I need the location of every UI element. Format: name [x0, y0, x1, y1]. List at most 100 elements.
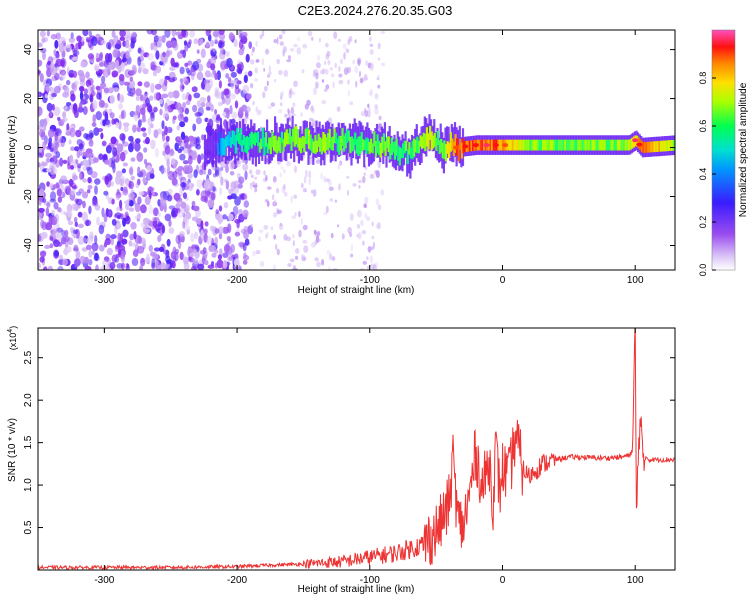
signal-halo-cell: [213, 130, 216, 158]
noise-cell: [321, 99, 327, 105]
noise-cell: [46, 168, 52, 173]
signal-core-cell: [268, 137, 271, 150]
noise-cell: [47, 265, 53, 270]
noise-cell: [79, 126, 85, 132]
noise-cell: [370, 246, 374, 251]
signal-core-cell: [384, 141, 387, 157]
signal-core-cell: [406, 149, 409, 164]
noise-cell: [158, 246, 164, 252]
noise-cell: [39, 250, 47, 258]
signal-core-cell: [363, 140, 366, 150]
signal-halo-cell: [447, 126, 450, 153]
noise-cell: [268, 71, 272, 75]
signal-core-cell: [616, 139, 620, 151]
noise-cell: [136, 152, 144, 162]
colorbar-tick-label: 0.6: [698, 120, 708, 133]
noise-cell: [98, 99, 105, 108]
y-tick-label: 0.5: [23, 520, 34, 534]
noise-cell: [309, 105, 315, 112]
noise-cell: [273, 234, 277, 240]
noise-cell: [46, 115, 50, 123]
noise-cell: [150, 251, 156, 257]
noise-cell: [366, 265, 371, 270]
noise-cell: [265, 231, 269, 237]
noise-cell: [195, 209, 201, 218]
noise-cell: [147, 117, 153, 127]
noise-cell: [239, 194, 246, 201]
noise-cell: [143, 94, 148, 100]
noise-cell: [38, 212, 42, 219]
noise-cell: [120, 186, 124, 192]
signal-core-cell: [341, 127, 344, 146]
signal-halo-cell: [237, 132, 240, 161]
signal-core-cell: [620, 139, 623, 151]
noise-cell: [139, 169, 147, 178]
signal-halo-cell: [215, 129, 218, 168]
noise-cell: [65, 243, 69, 248]
noise-cell: [181, 30, 187, 38]
noise-cell: [77, 163, 82, 169]
signal-core-cell: [255, 132, 258, 143]
noise-cell: [199, 169, 204, 176]
noise-cell: [168, 128, 173, 133]
noise-cell: [121, 238, 128, 245]
noise-cell: [48, 215, 53, 226]
noise-cell: [109, 112, 115, 119]
signal-core-cell: [331, 136, 334, 151]
noise-cell: [243, 74, 248, 84]
noise-cell: [337, 38, 342, 42]
signal-core-cell: [387, 136, 390, 152]
noise-cell: [137, 56, 142, 67]
noise-cell: [79, 150, 83, 157]
noise-cell: [150, 112, 155, 122]
noise-cell: [94, 185, 98, 195]
noise-cell: [369, 43, 374, 47]
noise-cell: [179, 153, 186, 161]
noise-cell: [46, 30, 51, 37]
noise-cell: [230, 80, 235, 89]
noise-cell: [185, 100, 191, 106]
noise-cell: [234, 196, 241, 206]
noise-cell: [138, 191, 145, 196]
noise-cell: [355, 233, 360, 238]
noise-cell: [121, 262, 125, 270]
noise-cell: [217, 101, 223, 107]
noise-cell: [172, 115, 177, 121]
noise-cell: [75, 159, 79, 165]
noise-cell: [128, 180, 134, 190]
noise-cell: [139, 265, 144, 270]
noise-cell: [121, 168, 126, 174]
noise-cell: [170, 40, 178, 48]
signal-peak: [462, 144, 469, 149]
noise-cell: [203, 180, 211, 191]
noise-cell: [94, 234, 98, 245]
noise-cell: [126, 33, 133, 38]
noise-cell: [242, 209, 249, 218]
noise-cell: [184, 142, 189, 149]
signal-core-cell: [317, 133, 320, 147]
noise-cell: [182, 116, 188, 123]
signal-core-cell: [659, 140, 663, 152]
noise-cell: [140, 49, 145, 57]
noise-cell: [359, 77, 364, 84]
noise-cell: [326, 50, 331, 57]
noise-cell: [163, 108, 169, 118]
noise-cell: [164, 78, 168, 87]
noise-cell: [109, 261, 116, 270]
signal-core-cell: [229, 137, 233, 148]
noise-cell: [72, 103, 78, 112]
signal-halo-cell: [242, 119, 245, 150]
noise-cell: [193, 38, 199, 45]
signal-peak: [502, 143, 509, 148]
noise-cell: [350, 243, 354, 252]
noise-cell: [225, 51, 230, 57]
noise-cell: [252, 101, 255, 106]
signal-core-cell: [355, 139, 358, 154]
signal-core-cell: [403, 140, 406, 154]
noise-cell: [349, 253, 354, 258]
signal-core-cell: [527, 139, 530, 151]
noise-cell: [175, 31, 182, 36]
noise-cell: [264, 199, 269, 203]
signal-core-cell: [333, 128, 336, 144]
signal-core-cell: [328, 128, 331, 148]
